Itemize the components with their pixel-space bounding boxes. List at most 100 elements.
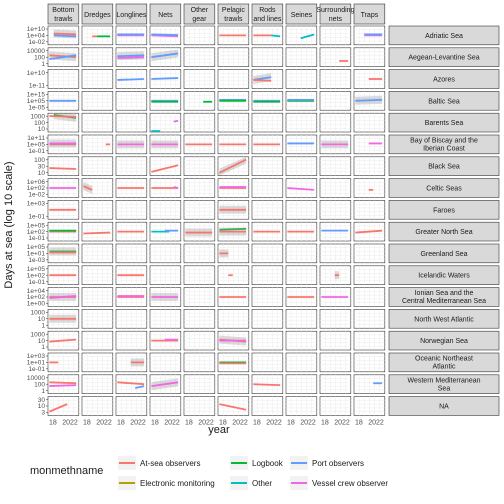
x-tick-label: 18 xyxy=(253,419,261,426)
series-line xyxy=(49,54,77,60)
series-line xyxy=(48,403,68,413)
series-line xyxy=(53,32,77,36)
y-tick-label: 1e+11 xyxy=(27,135,45,142)
region-strip xyxy=(388,221,500,242)
y-tick-label: 10 xyxy=(38,338,46,345)
region-strip-label: Baltic Sea xyxy=(428,98,460,105)
y-tick-label: 1e-05 xyxy=(28,104,45,111)
region-strip-label: Aegean-Levantine Sea xyxy=(408,55,479,62)
legend-label: Electronic monitoring xyxy=(140,479,215,488)
series-line xyxy=(151,164,179,173)
x-tick-label: 18 xyxy=(287,419,295,426)
x-tick-labels: 18 2022 18 2022 18 2022 18 2022 18 2022 18 2022 18 20… xyxy=(49,419,384,426)
y-tick-label: 1e-01 xyxy=(28,213,45,220)
region-strip xyxy=(388,265,500,285)
y-tick-label: 10 xyxy=(38,316,46,323)
y-tick-label: 1e+02 xyxy=(27,229,46,236)
region-strip-label: Adriatic Sea xyxy=(425,33,463,40)
region-strip xyxy=(388,178,500,198)
region-strip xyxy=(388,330,500,351)
x-tick-label: 2022 xyxy=(232,419,248,426)
y-tick-label: 10 xyxy=(38,170,46,177)
gear-strip xyxy=(81,3,114,25)
series-line xyxy=(117,381,145,386)
region-strip xyxy=(388,91,500,111)
series-line xyxy=(49,115,77,118)
y-tick-label: 1e+10 xyxy=(27,70,46,77)
series-line xyxy=(82,185,93,191)
y-tick-label: 1 xyxy=(41,322,45,329)
region-strip xyxy=(388,352,500,373)
gear-strip xyxy=(47,3,80,25)
gear-strip-label: Seines xyxy=(291,12,313,19)
region-strip xyxy=(388,47,500,67)
x-tick-label: 18 xyxy=(83,419,91,426)
series-line xyxy=(253,79,272,82)
region-strip xyxy=(388,200,500,220)
legend-label: At-sea observers xyxy=(140,459,200,468)
y-tick-label: 10000 xyxy=(27,48,45,55)
gear-strip-label: Traps xyxy=(361,12,379,19)
gear-strip-label: trawls xyxy=(54,16,73,23)
legend-label: Port observers xyxy=(312,459,364,468)
y-tick-label: 1e+02 xyxy=(27,294,46,301)
region-strip-label: Azores xyxy=(433,77,455,84)
region-strip-label: Sea xyxy=(438,385,451,392)
series-line xyxy=(83,231,111,235)
y-tick-label: 1 xyxy=(41,61,45,68)
legend: At-sea observers Electronic monitoring Log… xyxy=(118,456,388,490)
x-tick-label: 18 xyxy=(219,419,227,426)
y-tick-label: 1000 xyxy=(31,310,46,317)
region-strip xyxy=(388,243,500,264)
y-tick-label: 30 xyxy=(38,163,46,170)
region-strip xyxy=(388,25,500,46)
region-strip-label: Greenland Sea xyxy=(420,251,467,258)
gear-strip xyxy=(183,3,216,25)
series-line xyxy=(219,227,247,231)
x-tick-label: 18 xyxy=(185,419,193,426)
y-tick-label: 1e+10 xyxy=(27,26,46,33)
series-line xyxy=(173,119,179,123)
series-line xyxy=(218,158,247,174)
y-tick-label: 100 xyxy=(34,381,45,388)
gear-strips: Bottom trawls Dredges Longlines Nets Other gea… xyxy=(47,3,386,25)
y-tick-label: 1e+15 xyxy=(27,92,46,99)
y-tick-label: 1e+03 xyxy=(27,201,46,208)
series-line xyxy=(355,98,383,102)
y-tick-label: 1e-11 xyxy=(29,83,46,90)
gear-strip xyxy=(353,3,386,25)
x-tick-label: 18 xyxy=(117,419,125,426)
x-tick-label: 2022 xyxy=(198,419,214,426)
x-tick-label: 18 xyxy=(49,419,57,426)
region-strip-label: Oceanic Northeast xyxy=(415,356,473,363)
region-strip xyxy=(388,112,500,133)
x-axis-label: year xyxy=(208,424,230,436)
gear-strip xyxy=(217,3,250,25)
gear-strip-label: gear xyxy=(192,16,207,23)
region-strip-label: Icelandic Waters xyxy=(418,273,470,280)
panel-grid xyxy=(47,25,386,416)
gear-strip xyxy=(149,3,182,25)
region-strip-label: Greater North Sea xyxy=(415,229,472,236)
region-strip-label: Bay of Biscay and the xyxy=(410,138,478,145)
region-strip-label: NA xyxy=(439,404,449,411)
y-tick-label: 1e+04 xyxy=(27,33,46,40)
y-tick-label: 1e-01 xyxy=(28,235,45,242)
region-strip-label: Faroes xyxy=(433,207,455,214)
gear-strip-label: Rods xyxy=(259,7,276,14)
series-line xyxy=(151,34,179,38)
region-strip-label: Central Mediterranean Sea xyxy=(402,298,486,305)
y-tick-label: 1e+01 xyxy=(27,251,46,258)
y-tick-label: 1e+03 xyxy=(27,353,46,360)
gear-strip-label: trawls xyxy=(224,16,243,23)
gear-strip xyxy=(251,3,284,25)
series-line xyxy=(135,385,145,389)
x-tick-label: 18 xyxy=(321,419,329,426)
series-line xyxy=(287,187,315,191)
region-strip-label: Celtic Seas xyxy=(426,186,462,193)
x-tick-label: 2022 xyxy=(96,419,112,426)
y-axis-label: Days at sea (log 10 scale) xyxy=(3,161,15,288)
y-tick-labels: 1e+101e+041e-021000010011e+101e-111e+151… xyxy=(27,26,48,417)
series-line xyxy=(49,54,77,59)
y-tick-label: 10 xyxy=(38,403,46,410)
